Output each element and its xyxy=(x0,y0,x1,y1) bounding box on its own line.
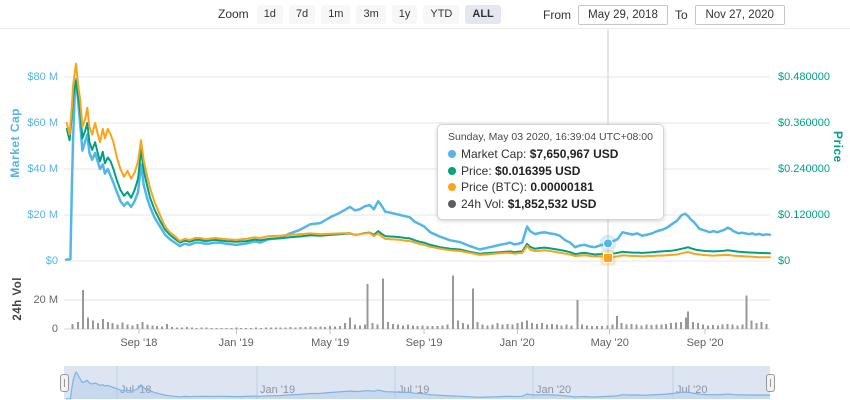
axis-tick-label: May '20 xyxy=(590,337,629,349)
axis-tick-label: $0 xyxy=(778,255,791,267)
tooltip-date-header: Sunday, May 03 2020, 16:39:04 UTC+08:00 xyxy=(448,131,653,143)
series-bullet-icon xyxy=(448,199,456,208)
right-axis-title: Price xyxy=(831,131,845,163)
to-label: To xyxy=(675,8,688,22)
series-bullet-icon xyxy=(448,166,456,175)
axis-tick-label: Jan '20 xyxy=(536,384,571,396)
axis-tick-label: $40 M xyxy=(27,163,58,175)
axis-tick-label: $20 M xyxy=(27,209,58,221)
series-bullet-icon xyxy=(448,183,456,191)
zoom-button-1m[interactable]: 1m xyxy=(321,4,351,24)
toolbar-divider xyxy=(0,28,850,29)
zoom-label: Zoom xyxy=(218,7,249,21)
navigator[interactable] xyxy=(64,366,771,400)
axis-tick-label: May '19 xyxy=(311,337,350,349)
axis-tick-label: Jan '20 xyxy=(499,337,535,349)
axis-tick-label: $0 xyxy=(45,255,58,267)
to-date-input[interactable] xyxy=(694,5,785,25)
axis-tick-label: Sep '20 xyxy=(686,337,724,349)
axis-tick-label: $80 M xyxy=(27,71,58,83)
zoom-button-all[interactable]: ALL xyxy=(465,4,501,24)
axis-tick-label: 20 M xyxy=(33,294,58,306)
market-cap-marker[interactable] xyxy=(599,234,617,252)
range-buttons-group: 1d 7d 1m 3m 1y YTD ALL xyxy=(256,4,501,24)
from-label: From xyxy=(543,8,571,22)
grid-lines xyxy=(64,76,770,334)
series-price-btc xyxy=(65,62,771,259)
price-btc-marker[interactable] xyxy=(600,250,616,266)
axis-tick-label: $0.360000 xyxy=(778,117,830,129)
zoom-button-ytd[interactable]: YTD xyxy=(423,4,460,24)
axis-tick-label: $0.120000 xyxy=(778,209,830,221)
axis-tick-label: $60 M xyxy=(27,117,58,129)
axis-tick-label: Sep '19 xyxy=(405,337,443,349)
navigator-right-handle[interactable] xyxy=(766,374,775,392)
series-market-cap xyxy=(64,78,772,261)
tooltip-row: Market Cap: $7,650,967 USD xyxy=(448,146,653,163)
tooltip-row: Price: $0.016395 USD xyxy=(448,163,653,180)
series-price xyxy=(65,79,771,256)
tooltip-rows: Market Cap: $7,650,967 USD Price: $0.0163… xyxy=(448,146,653,212)
date-range-controls: From To xyxy=(543,4,785,26)
range-selector-toolbar: Zoom 1d 7d 1m 3m 1y YTD ALL xyxy=(218,4,501,24)
from-date-input[interactable] xyxy=(578,5,668,25)
series-bullet-icon xyxy=(448,150,456,158)
axis-tick-label: $0.480000 xyxy=(778,71,830,83)
zoom-button-1y[interactable]: 1y xyxy=(391,4,418,24)
axis-tick-label: Jul '20 xyxy=(676,384,707,396)
zoom-button-7d[interactable]: 7d xyxy=(288,4,316,24)
chart-tooltip: Sunday, May 03 2020, 16:39:04 UTC+08:00 … xyxy=(437,124,664,220)
axis-tick-label: Jan '19 xyxy=(218,337,254,349)
zoom-button-1d[interactable]: 1d xyxy=(256,4,283,24)
axis-tick-label: Sep '18 xyxy=(120,337,158,349)
zoom-button-3m[interactable]: 3m xyxy=(356,4,386,24)
tooltip-row: Price (BTC): 0.00000181 xyxy=(448,179,653,196)
tooltip-row: 24h Vol: $1,852,532 USD xyxy=(448,196,653,213)
axis-tick-label: $0.240000 xyxy=(778,163,830,175)
axis-tick-label: Jan '19 xyxy=(260,384,295,396)
navigator-left-handle[interactable] xyxy=(60,374,69,392)
volume-bars xyxy=(71,275,768,330)
axis-tick-label: 0 xyxy=(51,323,58,335)
